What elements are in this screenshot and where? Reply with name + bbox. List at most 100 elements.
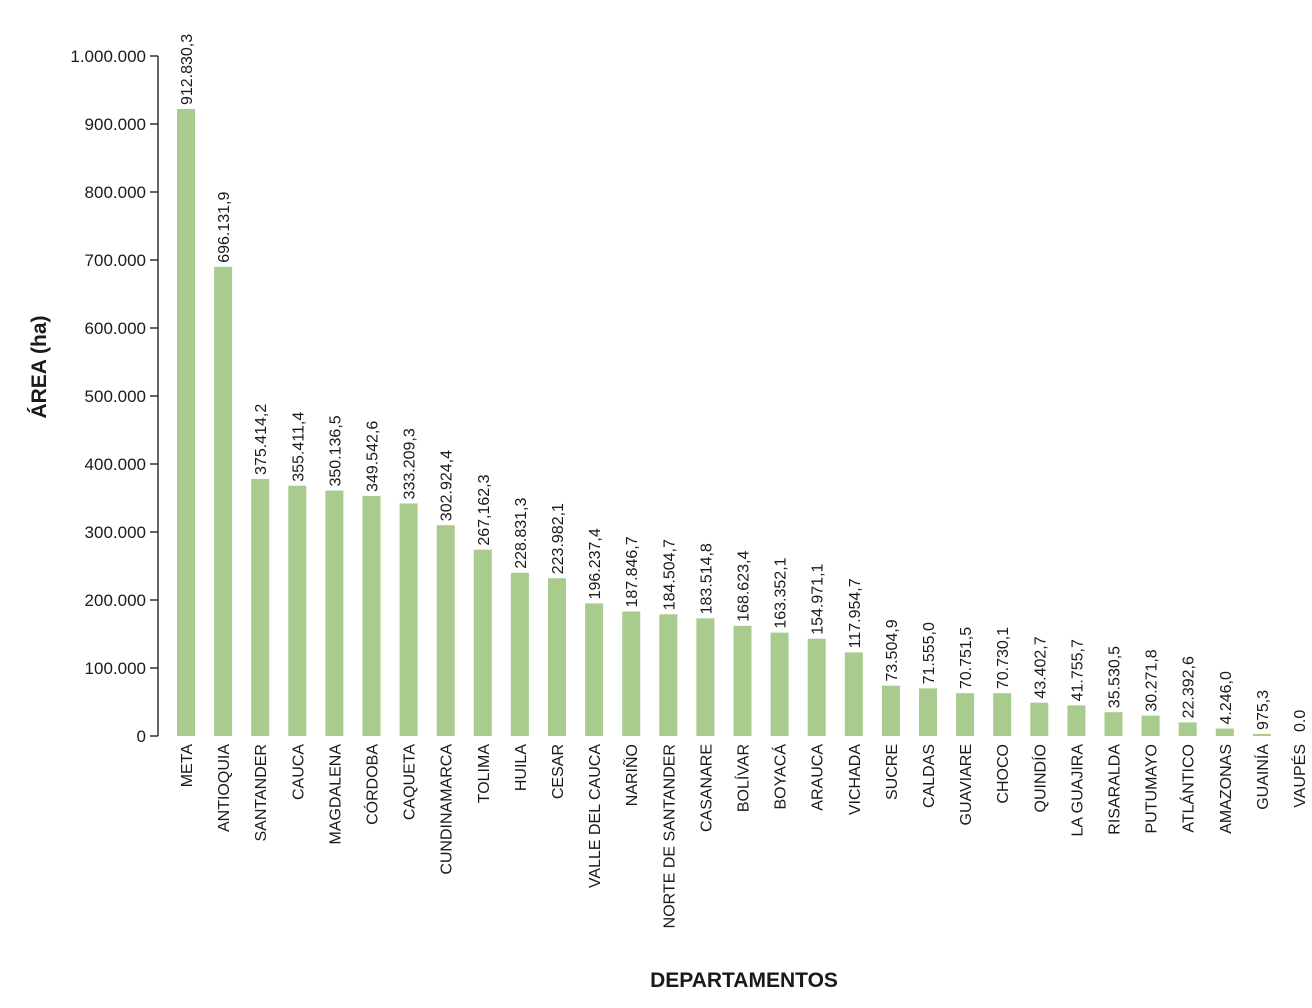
bar — [1030, 702, 1049, 736]
category-label: QUINDÍO — [1030, 744, 1049, 812]
category-label: ATLÁNTICO — [1179, 744, 1198, 833]
value-label: 117.954,7 — [847, 578, 864, 648]
bar — [881, 685, 900, 736]
bar — [956, 693, 975, 736]
bar — [993, 693, 1012, 736]
value-label: 0.0 — [1292, 710, 1309, 732]
category-label: MAGDALENA — [327, 744, 344, 845]
category-label: HUILA — [513, 744, 530, 791]
category-label: TOLIMA — [476, 744, 493, 804]
category-label: META — [179, 744, 196, 788]
category-label: ANTIOQUIA — [216, 744, 233, 832]
bar — [622, 611, 641, 736]
category-label: LA GUAJIRA — [1069, 744, 1086, 837]
y-tick-label: 700.000 — [85, 251, 146, 270]
value-label: 35.530,5 — [1107, 646, 1124, 708]
category-label: PUTUMAYO — [1144, 744, 1161, 833]
category-label: CALDAS — [921, 744, 938, 808]
category-label: NARIÑO — [621, 744, 641, 806]
value-label: 375.414,2 — [253, 404, 270, 475]
bar — [288, 485, 307, 736]
category-label: SUCRE — [884, 744, 901, 800]
value-label: 4.246,0 — [1218, 671, 1235, 724]
value-label: 333.209,3 — [402, 428, 419, 499]
category-label: BOYACÁ — [771, 744, 790, 810]
value-label: 696.131,9 — [216, 192, 233, 263]
x-axis-title: DEPARTAMENTOS — [650, 969, 838, 992]
bar — [1215, 728, 1234, 736]
bar — [251, 478, 270, 736]
bar — [399, 503, 418, 736]
bar — [770, 632, 789, 736]
bar — [177, 109, 195, 737]
category-label: NORTE DE SANTANDER — [661, 744, 678, 928]
bar — [362, 495, 381, 736]
y-tick-label: 0 — [137, 727, 146, 746]
value-label: 196.237,4 — [587, 528, 604, 599]
value-label: 267,162,3 — [476, 474, 493, 545]
y-tick-label: 800.000 — [85, 183, 146, 202]
category-label: GUAVIARE — [958, 744, 975, 826]
category-label: GUAINÍA — [1253, 744, 1272, 810]
y-axis: 0 100.000 200.000 300.000 400.000 500.000 600.… — [70, 47, 159, 746]
bar — [1067, 705, 1086, 736]
y-tick-label: 200.000 — [85, 591, 146, 610]
y-tick-label: 100.000 — [85, 659, 146, 678]
y-tick-label: 1.000.000 — [70, 47, 146, 66]
bar — [1104, 712, 1123, 736]
value-label: 43.402,7 — [1032, 636, 1049, 698]
category-label: CASANARE — [698, 744, 715, 832]
value-label: 187.846,7 — [624, 536, 641, 607]
y-tick-label: 300.000 — [85, 523, 146, 542]
value-label: 302.924,4 — [439, 450, 456, 521]
category-label: CÓRDOBA — [363, 744, 382, 825]
bar — [1141, 715, 1160, 736]
value-label: 184.504,7 — [661, 539, 678, 610]
value-label: 349.542,6 — [365, 421, 382, 492]
bars — [177, 109, 1271, 737]
category-label: CESAR — [550, 744, 567, 799]
value-label: 30.271,8 — [1144, 649, 1161, 711]
category-label: CUNDINAMARCA — [439, 744, 456, 875]
value-label: 975,3 — [1255, 690, 1272, 730]
value-label: 183.514,8 — [698, 543, 715, 614]
y-tick-label: 600.000 — [85, 319, 146, 338]
value-label: 73.504,9 — [884, 619, 901, 681]
value-label: 22.392,6 — [1181, 656, 1198, 718]
category-label: CHOCO — [995, 744, 1012, 804]
bar — [1178, 722, 1197, 736]
bar — [696, 618, 715, 736]
value-label: 163.352,1 — [773, 557, 790, 628]
category-labels: META ANTIOQUIA SANTANDER CAUCA MAGDALENA CÓRD… — [179, 744, 1309, 929]
bar — [473, 549, 492, 736]
bar — [807, 638, 826, 736]
category-label: VALLE DEL CAUCA — [587, 744, 604, 888]
y-tick-label: 500.000 — [85, 387, 146, 406]
value-label: 41.755,7 — [1069, 639, 1086, 701]
bar — [214, 266, 233, 736]
category-label: CAUCA — [290, 744, 307, 800]
value-label: 228.831,3 — [513, 498, 530, 569]
value-label: 168.623,4 — [736, 551, 753, 622]
category-label: ARAUCA — [810, 744, 827, 811]
bar — [585, 603, 604, 736]
bar — [659, 614, 678, 736]
value-label: 71.555,0 — [921, 622, 938, 684]
value-label: 912.830,3 — [179, 34, 196, 105]
category-label: AMAZONAS — [1218, 744, 1235, 834]
value-label: 70.751,5 — [958, 627, 975, 689]
y-tick-label: 400.000 — [85, 455, 146, 474]
y-tick-label: 900.000 — [85, 115, 146, 134]
category-label: SANTANDER — [253, 744, 270, 842]
category-label: CAQUETA — [402, 744, 419, 820]
bar — [548, 578, 566, 736]
bar — [436, 525, 455, 736]
value-label: 70.730,1 — [995, 627, 1012, 689]
value-labels: 912.830,3 696.131,9 375.414,2 355.411,4 350.… — [179, 34, 1309, 732]
bar — [325, 490, 344, 736]
bar — [733, 625, 752, 736]
category-label: VICHADA — [847, 744, 864, 815]
category-label: BOLÍVAR — [734, 744, 753, 812]
